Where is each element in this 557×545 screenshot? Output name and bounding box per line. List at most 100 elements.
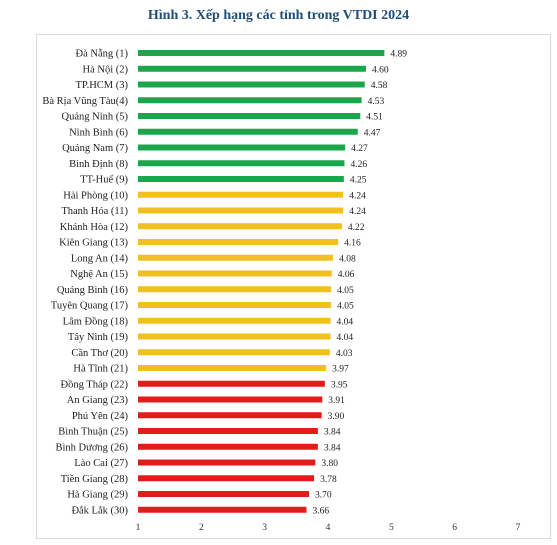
bar — [138, 223, 342, 230]
value-label: 3.80 — [321, 459, 338, 469]
bar — [138, 207, 344, 214]
value-label: 3.95 — [331, 380, 348, 390]
bar — [138, 286, 332, 293]
category-label: Đồng Tháp (22) — [61, 379, 129, 390]
value-label: 4.06 — [338, 270, 355, 280]
bar — [138, 239, 339, 245]
bar — [138, 254, 334, 261]
bar — [138, 65, 366, 72]
category-label: Nghệ An (15) — [70, 269, 128, 280]
chart-title: Hình 3. Xếp hạng các tỉnh trong VTDI 202… — [147, 8, 410, 23]
value-label: 4.89 — [390, 50, 407, 60]
bar — [138, 113, 361, 119]
bar — [138, 128, 358, 135]
category-label: Tuyên Quang (17) — [51, 301, 129, 312]
category-label: Bà Rịa Vũng Tàu(4) — [42, 96, 128, 107]
value-label: 4.08 — [339, 254, 356, 264]
category-label: Hà Tĩnh (21) — [73, 364, 128, 375]
category-label: Lâm Đồng (18) — [63, 316, 129, 327]
value-label: 4.51 — [366, 113, 383, 123]
value-label: 4.58 — [371, 81, 388, 91]
value-label: 3.78 — [320, 475, 337, 485]
bar — [138, 191, 344, 198]
category-label: Long An (14) — [71, 253, 129, 264]
bar — [138, 365, 327, 371]
value-label: 4.27 — [351, 144, 368, 154]
value-label: 3.91 — [328, 396, 345, 406]
value-label: 3.66 — [312, 506, 329, 516]
bar — [138, 50, 385, 56]
category-label: Quảng Bình (16) — [57, 285, 129, 296]
category-label: Đắk Lắk (30) — [71, 505, 128, 516]
value-label: 4.24 — [349, 207, 366, 217]
category-label: Phú Yên (24) — [72, 411, 129, 422]
bar — [138, 396, 323, 403]
bar — [138, 428, 318, 434]
bar — [138, 412, 322, 419]
x-tick-label: 5 — [389, 523, 394, 533]
bar — [138, 459, 316, 466]
value-label: 3.84 — [324, 428, 341, 438]
bar — [138, 176, 344, 182]
value-label: 4.16 — [344, 239, 361, 249]
chart-frame — [36, 34, 551, 539]
value-label: 4.47 — [364, 128, 381, 138]
x-tick-label: 3 — [262, 523, 267, 533]
category-label: Khánh Hòa (12) — [60, 222, 129, 233]
value-label: 4.04 — [337, 333, 354, 343]
bar — [138, 144, 346, 151]
value-label: 4.53 — [368, 97, 385, 107]
value-label: 3.84 — [324, 443, 341, 453]
x-tick-label: 1 — [136, 523, 141, 533]
category-label: Hà Giang (29) — [67, 490, 128, 501]
category-label: Đà Nẵng (1) — [76, 49, 129, 60]
bar — [138, 349, 330, 356]
category-label: Ninh Bình (6) — [69, 127, 128, 138]
value-label: 4.05 — [337, 302, 354, 312]
category-label: Hải Phòng (10) — [63, 190, 128, 201]
value-label: 4.03 — [336, 349, 353, 359]
value-label: 4.25 — [350, 176, 367, 186]
category-label: Bình Định (8) — [69, 159, 128, 170]
bar — [138, 317, 331, 324]
bar — [138, 491, 309, 497]
category-label: Quảng Nam (7) — [62, 143, 128, 154]
x-tick-label: 4 — [326, 523, 331, 533]
value-label: 4.22 — [348, 223, 365, 233]
x-tick-label: 6 — [452, 523, 457, 533]
value-label: 4.05 — [337, 286, 354, 296]
value-label: 3.97 — [332, 365, 349, 375]
category-label: Bình Thuận (25) — [58, 427, 128, 438]
bar — [138, 270, 332, 277]
value-label: 4.24 — [349, 191, 366, 201]
value-label: 3.70 — [315, 491, 332, 501]
category-label: TP.HCM (3) — [75, 80, 128, 91]
bar — [138, 443, 318, 450]
category-label: Bình Dương (26) — [56, 442, 129, 453]
category-label: Tiền Giang (28) — [61, 474, 129, 485]
bar — [138, 333, 331, 340]
value-label: 3.90 — [328, 412, 345, 422]
value-label: 4.26 — [350, 160, 367, 170]
category-label: Hà Nội (2) — [83, 64, 129, 75]
value-label: 4.04 — [337, 317, 354, 327]
x-tick-label: 2 — [199, 523, 204, 533]
category-label: Lào Cai (27) — [74, 458, 128, 469]
x-tick-label: 7 — [516, 523, 521, 533]
category-label: Quảng Ninh (5) — [62, 112, 129, 123]
value-label: 4.60 — [372, 65, 389, 75]
bar — [138, 160, 345, 167]
bar — [138, 81, 365, 88]
bar — [138, 506, 307, 513]
bar — [138, 475, 315, 482]
bar — [138, 302, 332, 308]
bar — [138, 380, 325, 387]
category-label: Tây Ninh (19) — [68, 332, 129, 343]
category-label: TT-Huế (9) — [80, 175, 128, 186]
bar — [138, 97, 362, 104]
category-label: An Giang (23) — [67, 395, 129, 406]
category-label: Cần Thơ (20) — [71, 348, 128, 359]
category-label: Thanh Hóa (11) — [61, 206, 128, 217]
category-label: Kiên Giang (13) — [59, 238, 128, 249]
